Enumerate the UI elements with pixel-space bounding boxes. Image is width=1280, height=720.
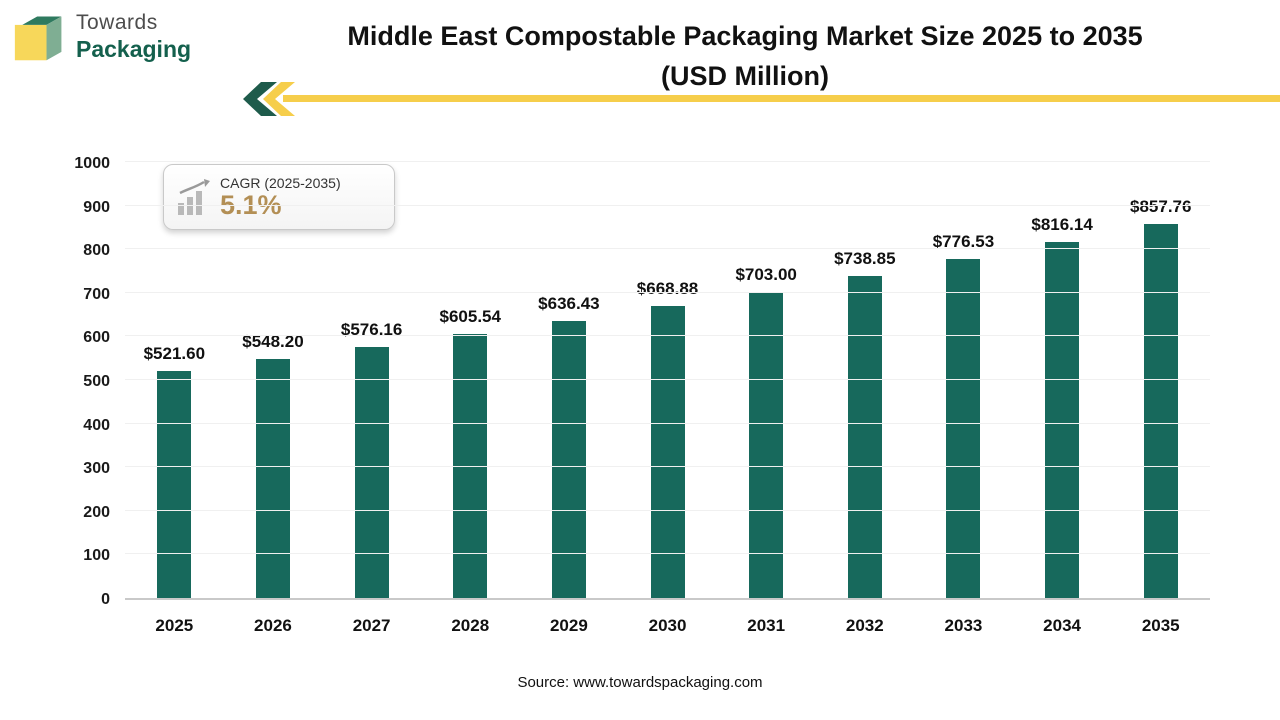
chart-title-line2: (USD Million) [661,61,829,91]
bar-slot: $668.88 [618,164,717,598]
bar [157,370,192,598]
bar-slot: $605.54 [421,164,520,598]
bar-value-label: $605.54 [439,307,501,326]
x-axis-label: 2033 [944,616,983,635]
bar [551,320,586,598]
bar-value-label: $636.43 [538,293,600,313]
x-axis-label: 2029 [549,616,588,635]
bar [255,359,290,598]
logo: Towards Packaging [12,10,191,64]
y-axis-tick-label: 1000 [74,155,110,172]
bar-slot: $703.00 [717,164,816,598]
ribbon-chevron-icon [243,82,295,116]
bar [354,346,389,598]
bar-value-label: $521.60 [143,343,206,363]
gridline [125,553,1210,555]
gridline [125,422,1210,424]
y-axis-tick-label: 800 [83,242,110,260]
x-axis-label: 2035 [1141,616,1180,635]
y-axis-tick-label: 300 [83,460,110,478]
x-axis-label: 2027 [352,616,391,635]
x-axis-label: 2025 [155,616,194,635]
cagr-badge: CAGR (2025-2035) 5.1% [163,164,395,230]
bar-slot: $816.14 [1013,164,1112,598]
bar-value-label: $548.20 [242,332,304,351]
logo-text: Towards Packaging [76,11,191,63]
logo-cube-icon [14,16,62,61]
gridline [125,291,1210,293]
y-axis-tick-label: 600 [83,329,110,347]
y-axis-tick-label: 400 [83,416,110,434]
y-axis-tick-label: 700 [83,285,110,303]
gridline [125,466,1210,468]
bar [946,259,981,598]
cagr-growth-icon [178,179,210,215]
bar-value-label: $668.88 [636,279,699,299]
x-axis-label: 2030 [648,616,687,635]
bar-value-label: $576.16 [340,319,403,339]
divider-line [283,95,1280,102]
gridline [125,335,1210,337]
bar-slot: $857.76 [1111,164,1210,598]
bar-slot: $576.16 [322,164,421,598]
y-axis: 0 100 200 300 400 500 600 700 800 900 1000 [38,155,110,608]
gridline [125,204,1210,206]
gridline [125,379,1210,380]
bar-slot: $521.60 [125,164,224,598]
x-axis-label: 2032 [845,616,884,635]
x-axis-label: 2034 [1043,616,1081,635]
bar [1143,224,1178,598]
logo-line1: Towards [76,11,158,34]
y-axis-tick-label: 100 [83,547,110,565]
y-axis-tick-label: 900 [83,198,110,216]
source-text: Source: www.towardspackaging.com [517,674,763,691]
chart-title: Middle East Compostable Packaging Market… [225,16,1265,96]
x-axis-label: 2026 [254,616,292,635]
y-axis-tick-label: 500 [83,373,110,390]
y-axis-tick-label: 200 [83,503,110,521]
bar [847,275,882,598]
bar [650,306,685,598]
bar-value-label: $703.00 [735,264,797,284]
x-axis-label: 2028 [451,616,490,635]
logo-line2: Packaging [76,36,192,62]
gridline [125,248,1210,250]
bar-slot: $738.85 [815,164,914,598]
x-axis-label: 2031 [747,616,786,635]
gridline [125,161,1210,162]
plot-area: $521.60 $548.20 $576.16 $605.54 $636.43 $668.… [125,161,1210,600]
bar-slot: $548.20 [224,164,323,598]
cagr-label: CAGR (2025-2035) [220,175,341,191]
gridline [125,509,1210,511]
bar-slot: $636.43 [520,164,619,598]
bar-slot: $776.53 [914,164,1013,598]
bar-value-label: $816.14 [1031,215,1093,235]
bar-value-label: $857.76 [1130,197,1192,217]
y-axis-tick-label: 0 [101,591,110,608]
bar [1045,242,1080,598]
chart-title-line1: Middle East Compostable Packaging Market… [347,21,1143,51]
x-axis: 2025 2026 2027 2028 2029 2030 2031 2032 2033 2034… [125,604,1210,636]
bar-value-label: $738.85 [834,248,896,268]
bar [749,291,784,598]
bars-row: $521.60 $548.20 $576.16 $605.54 $636.43 $668.… [125,164,1210,598]
bar-value-label: $776.53 [932,232,995,252]
